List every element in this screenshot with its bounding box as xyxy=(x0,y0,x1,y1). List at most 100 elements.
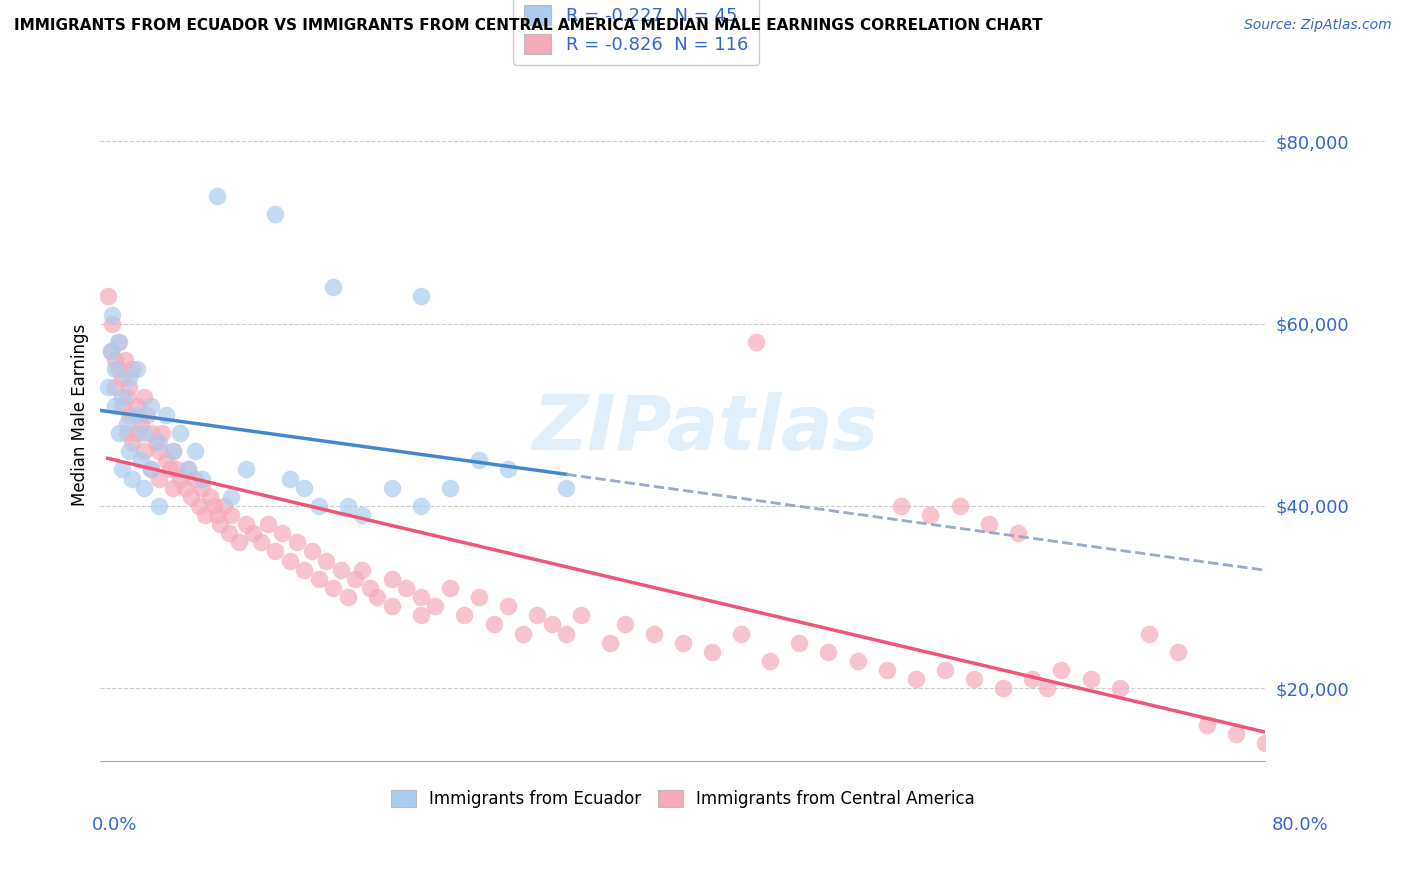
Point xyxy=(115,417,138,431)
Point xyxy=(292,481,315,495)
Point xyxy=(540,617,562,632)
Point xyxy=(165,462,187,476)
Point xyxy=(1254,736,1277,750)
Point xyxy=(118,380,141,394)
Point xyxy=(104,362,127,376)
Point xyxy=(111,390,134,404)
Point xyxy=(136,408,159,422)
Point xyxy=(121,472,143,486)
Point xyxy=(409,590,432,604)
Point xyxy=(125,425,148,440)
Point xyxy=(188,499,211,513)
Point xyxy=(1021,672,1043,686)
Point xyxy=(184,472,207,486)
Point xyxy=(846,654,869,668)
Point xyxy=(278,553,301,567)
Point xyxy=(352,563,374,577)
Point xyxy=(100,344,122,359)
Point xyxy=(202,499,225,513)
Point xyxy=(118,444,141,458)
Point xyxy=(173,481,195,495)
Point xyxy=(148,472,170,486)
Point xyxy=(169,425,191,440)
Point xyxy=(132,481,155,495)
Point xyxy=(108,425,131,440)
Point xyxy=(512,626,534,640)
Point xyxy=(496,462,519,476)
Point xyxy=(359,581,381,595)
Point xyxy=(111,399,134,413)
Point xyxy=(526,608,548,623)
Point xyxy=(132,390,155,404)
Point xyxy=(759,654,782,668)
Point xyxy=(1080,672,1102,686)
Point xyxy=(191,472,214,486)
Point xyxy=(125,362,148,376)
Point xyxy=(129,453,152,467)
Point xyxy=(264,544,287,558)
Point xyxy=(789,635,811,649)
Point xyxy=(141,462,163,476)
Point xyxy=(730,626,752,640)
Point xyxy=(235,517,257,532)
Point xyxy=(381,572,404,586)
Point xyxy=(315,553,337,567)
Point xyxy=(145,435,167,450)
Point xyxy=(125,399,148,413)
Point xyxy=(141,462,163,476)
Point xyxy=(212,499,235,513)
Point xyxy=(108,334,131,349)
Point xyxy=(104,380,127,394)
Point xyxy=(322,581,344,595)
Point xyxy=(569,608,592,623)
Point xyxy=(948,499,970,513)
Point xyxy=(934,663,956,677)
Point xyxy=(228,535,250,549)
Point xyxy=(643,626,665,640)
Y-axis label: Median Male Earnings: Median Male Earnings xyxy=(72,324,89,506)
Point xyxy=(409,608,432,623)
Point xyxy=(278,472,301,486)
Point xyxy=(242,526,264,541)
Point xyxy=(155,408,177,422)
Point xyxy=(1225,727,1247,741)
Point xyxy=(599,635,621,649)
Text: IMMIGRANTS FROM ECUADOR VS IMMIGRANTS FROM CENTRAL AMERICA MEDIAN MALE EARNINGS : IMMIGRANTS FROM ECUADOR VS IMMIGRANTS FR… xyxy=(14,18,1043,33)
Point xyxy=(132,444,155,458)
Point xyxy=(1197,717,1219,731)
Point xyxy=(439,581,461,595)
Point xyxy=(381,599,404,614)
Point xyxy=(159,462,181,476)
Point xyxy=(249,535,271,549)
Point xyxy=(218,526,240,541)
Point xyxy=(308,572,330,586)
Point xyxy=(150,425,173,440)
Point xyxy=(271,526,294,541)
Point xyxy=(221,508,243,522)
Point xyxy=(184,444,207,458)
Point xyxy=(308,499,330,513)
Point xyxy=(148,444,170,458)
Text: Source: ZipAtlas.com: Source: ZipAtlas.com xyxy=(1244,18,1392,32)
Point xyxy=(121,362,143,376)
Point xyxy=(336,590,359,604)
Point xyxy=(468,453,491,467)
Point xyxy=(993,681,1015,695)
Point xyxy=(256,517,278,532)
Point xyxy=(1108,681,1130,695)
Point xyxy=(101,317,124,331)
Point xyxy=(141,425,163,440)
Point xyxy=(700,645,723,659)
Point xyxy=(100,344,122,359)
Point xyxy=(817,645,839,659)
Point xyxy=(125,408,148,422)
Point xyxy=(104,399,127,413)
Point xyxy=(97,289,120,303)
Point xyxy=(336,499,359,513)
Point xyxy=(107,334,129,349)
Point xyxy=(1137,626,1160,640)
Legend: Immigrants from Ecuador, Immigrants from Central America: Immigrants from Ecuador, Immigrants from… xyxy=(384,783,981,815)
Point xyxy=(963,672,986,686)
Point xyxy=(613,617,636,632)
Point xyxy=(101,308,124,322)
